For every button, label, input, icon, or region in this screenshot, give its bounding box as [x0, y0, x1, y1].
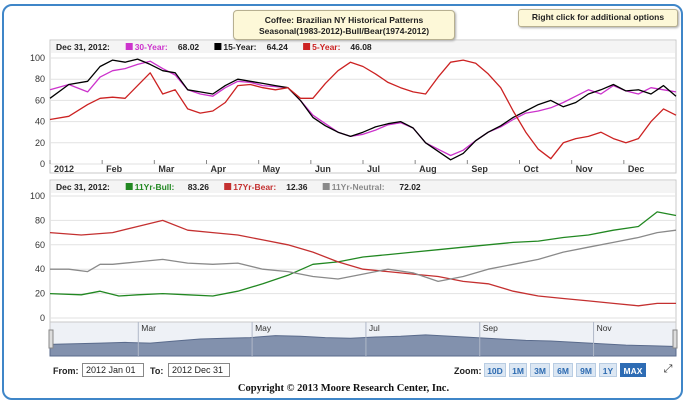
seasonal-x-tick-label: Feb: [106, 164, 123, 174]
seasonal-series-line-15-year[interactable]: [49, 58, 677, 161]
chart-title: Coffee: Brazilian NY Historical Patterns: [264, 15, 424, 25]
seasonal-legend-name: 30-Year:: [135, 42, 168, 52]
seasonal-x-tick-label: Dec: [628, 164, 645, 174]
seasonal-chart: 0 20 40 60 80 100 2012 Feb Mar Apr May Jun Jul Aug Sep…: [30, 39, 677, 174]
chart-title-box: Coffee: Brazilian NY Historical Patterns…: [233, 10, 455, 40]
zoom-button-max[interactable]: MAX: [620, 363, 646, 377]
seasonal-legend-swatch: [303, 43, 311, 50]
bullbear-legend-name: 11Yr-Bull:: [135, 182, 175, 192]
bullbear-legend-value: 72.02: [399, 182, 421, 192]
bullbear-legend-value: 83.26: [188, 182, 210, 192]
copyright-text: Copyright © 2013 Moore Research Center, …: [237, 383, 450, 394]
zoom-button-3m[interactable]: 3M: [530, 363, 550, 377]
seasonal-legend-name: 5-Year:: [312, 42, 341, 52]
to-date-input[interactable]: [168, 363, 230, 377]
navigator-month-label: Mar: [141, 323, 156, 333]
seasonal-legend-value: 64.24: [267, 42, 289, 52]
navigator-month-label: May: [255, 323, 272, 333]
bullbear-y-tick-label: 40: [35, 264, 45, 274]
bullbear-series-line-11yr-neutral[interactable]: [50, 229, 677, 283]
from-label: From:: [53, 366, 79, 376]
bullbear-legend-name: 11Yr-Neutral:: [332, 182, 385, 192]
bullbear-y-tick-label: 20: [35, 289, 45, 299]
seasonal-y-tick-label: 40: [35, 117, 45, 127]
seasonal-x-tick-label: Jul: [367, 164, 380, 174]
navigator-area: [49, 334, 677, 357]
bullbear-legend-date: Dec 31, 2012:: [56, 182, 110, 192]
seasonal-x-tick-label: Oct: [524, 164, 539, 174]
from-date-input[interactable]: [82, 363, 144, 377]
bullbear-legend-swatch: [322, 183, 330, 190]
bullbear-series-line-17yr-bear[interactable]: [49, 219, 676, 307]
zoom-button-10d[interactable]: 10D: [484, 363, 506, 377]
bullbear-legend-band: [51, 181, 675, 193]
navigator-month-label: Jul: [369, 323, 380, 333]
chart-subtitle: Seasonal(1983-2012)-Bull/Bear(1974-2012): [258, 26, 430, 36]
seasonal-legend-band: [51, 41, 675, 53]
bullbear-legend-name: 17Yr-Bear:: [233, 182, 276, 192]
seasonal-x-tick-label: Jun: [315, 164, 331, 174]
navigator-right-handle[interactable]: [672, 329, 678, 349]
seasonal-x-tick-label: May: [263, 164, 281, 174]
seasonal-x-tick-label: Apr: [211, 164, 227, 174]
seasonal-series-line-30-year[interactable]: [49, 60, 677, 157]
seasonal-legend-swatch: [214, 43, 222, 50]
zoom-button-6m[interactable]: 6M: [553, 363, 573, 377]
seasonal-y-tick-label: 100: [30, 53, 45, 63]
seasonal-y-tick-label: 0: [40, 159, 45, 169]
range-navigator[interactable]: Mar May Jul Sep Nov: [48, 321, 678, 357]
seasonal-y-tick-label: 60: [35, 95, 45, 105]
bullbear-y-tick-label: 60: [35, 240, 45, 250]
bullbear-y-tick-label: 0: [40, 313, 45, 323]
seasonal-y-tick-label: 80: [35, 74, 45, 84]
bullbear-y-tick-label: 100: [30, 191, 45, 201]
seasonal-y-tick-label: 20: [35, 138, 45, 148]
navigator-left-handle[interactable]: [48, 329, 54, 349]
bullbear-legend-swatch: [224, 183, 232, 190]
zoom-label: Zoom:: [454, 366, 482, 376]
seasonal-legend-value: 68.02: [178, 42, 200, 52]
to-label: To:: [150, 366, 164, 376]
context-menu-hint-button[interactable]: Right click for additional options: [518, 9, 678, 27]
bull-bear-chart: 0 20 40 60 80 100 Dec 31, 2012: 11Yr-Bull: 83.26…: [30, 179, 677, 323]
bullbear-series-line-11yr-bull[interactable]: [49, 211, 677, 297]
seasonal-legend-name: 15-Year:: [223, 42, 256, 52]
seasonal-legend-swatch: [125, 43, 133, 50]
seasonal-x-tick-label: Mar: [158, 164, 175, 174]
seasonal-x-tick-label: Aug: [419, 164, 437, 174]
navigator-month-label: Nov: [597, 323, 613, 333]
seasonal-x-tick-label: 2012: [54, 164, 74, 174]
bullbear-y-tick-label: 80: [35, 215, 45, 225]
seasonal-x-tick-label: Sep: [471, 164, 488, 174]
seasonal-series-line-5-year[interactable]: [49, 59, 677, 160]
zoom-button-1m[interactable]: 1M: [509, 363, 527, 377]
expand-icon[interactable]: ⤢: [663, 363, 673, 375]
seasonal-x-tick-label: Nov: [576, 164, 593, 174]
seasonal-legend-value: 46.08: [350, 42, 372, 52]
zoom-button-9m[interactable]: 9M: [576, 363, 596, 377]
seasonal-plot-area[interactable]: [49, 39, 677, 174]
bullbear-legend-value: 12.36: [286, 182, 308, 192]
navigator-month-label: Sep: [483, 323, 498, 333]
bullbear-legend-swatch: [125, 183, 133, 190]
seasonal-legend-date: Dec 31, 2012:: [56, 42, 110, 52]
zoom-button-1y[interactable]: 1Y: [599, 363, 617, 377]
